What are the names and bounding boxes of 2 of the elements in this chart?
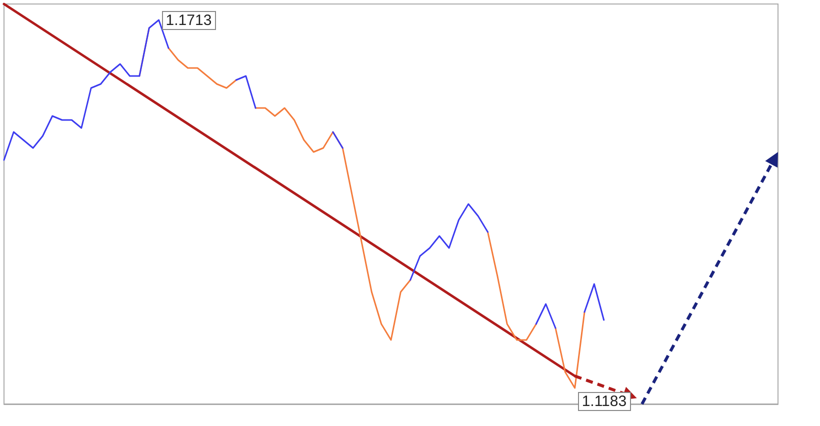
annotation: 1.1183 <box>578 392 631 411</box>
annotation: 1.1713 <box>162 11 216 30</box>
